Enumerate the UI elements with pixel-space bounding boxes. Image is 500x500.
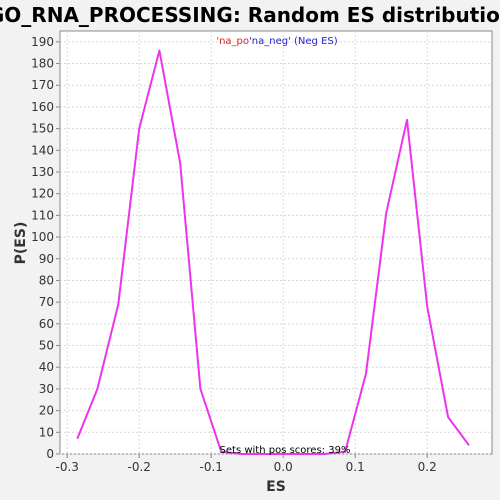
y-tick-label: 30 <box>39 382 54 396</box>
y-tick-label: 160 <box>31 100 54 114</box>
y-tick-label: 0 <box>46 447 54 461</box>
grid <box>60 31 492 455</box>
y-tick-label: 140 <box>31 143 54 157</box>
pos-scores-annotation: Sets with pos scores: 39% <box>220 445 351 456</box>
x-tick-label: 0.2 <box>418 460 437 474</box>
y-tick-label: 170 <box>31 78 54 92</box>
y-axis-title: P(ES) <box>13 222 29 265</box>
x-tick-label: -0.1 <box>199 460 222 474</box>
y-tick-label: 40 <box>39 360 54 374</box>
y-tick-label: 90 <box>39 252 54 266</box>
legend-suffix: (Neg ES) <box>291 36 338 47</box>
legend-entry-neg: 'na_neg' <box>249 36 291 47</box>
series-layer <box>76 49 470 455</box>
legend: 'na_po'na_neg' (Neg ES) <box>216 36 337 47</box>
y-tick-label: 190 <box>31 35 54 49</box>
x-axis-title: ES <box>266 479 286 495</box>
x-tick-label: -0.3 <box>55 460 78 474</box>
y-tick-label: 80 <box>39 273 54 287</box>
y-tick-label: 70 <box>39 295 54 309</box>
y-tick-label: 130 <box>31 165 54 179</box>
y-tick-label: 150 <box>31 122 54 136</box>
y-tick-label: 180 <box>31 57 54 71</box>
x-tick-label: 0.0 <box>274 460 293 474</box>
y-tick-label: 50 <box>39 339 54 353</box>
y-tick-label: 20 <box>39 404 54 418</box>
chart-title: GO_RNA_PROCESSING: Random ES distributio… <box>0 3 500 27</box>
x-tick-label: -0.2 <box>127 460 150 474</box>
series-line <box>76 49 470 455</box>
y-tick-label: 100 <box>31 230 54 244</box>
y-tick-label: 10 <box>39 425 54 439</box>
y-tick-label: 120 <box>31 187 54 201</box>
axes: 0 10 20 30 40 50 60 70 80 90 100 110 120 130 140 150 160… <box>31 35 437 474</box>
y-tick-label: 60 <box>39 317 54 331</box>
y-tick-label: 110 <box>31 208 54 222</box>
x-tick-label: 0.1 <box>346 460 365 474</box>
legend-entry-pos: 'na_po <box>216 36 249 47</box>
